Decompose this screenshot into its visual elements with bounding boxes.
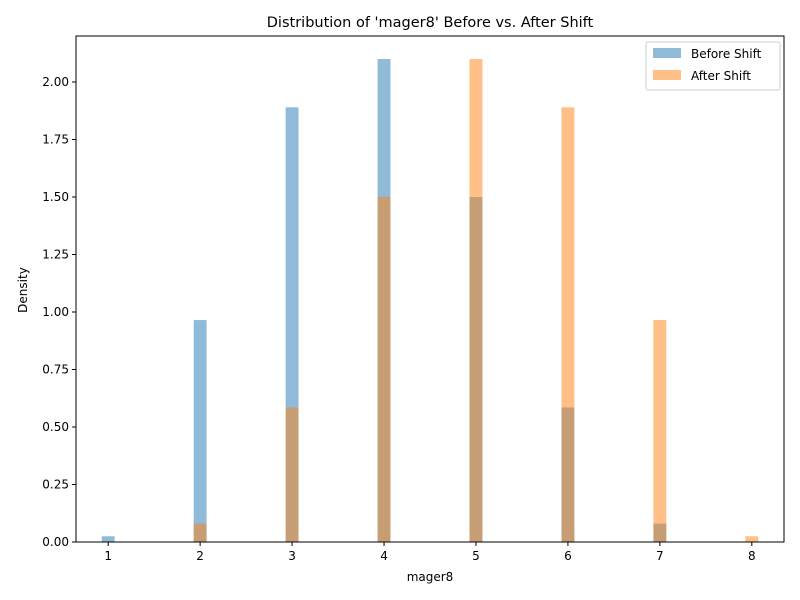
- y-tick-label: 1.25: [42, 248, 69, 262]
- legend-swatch-before-shift: [653, 48, 681, 58]
- x-axis-label: mager8: [407, 570, 454, 584]
- x-tick-label: 5: [472, 549, 480, 563]
- y-tick-label: 0.25: [42, 478, 69, 492]
- x-tick-label: 1: [104, 549, 112, 563]
- axes-frame: [75, 35, 785, 543]
- y-tick-label: 0.00: [42, 535, 69, 549]
- x-axis-ticks: 1 2 3 4 5 6 7 8: [104, 542, 756, 563]
- x-tick-label: 6: [564, 549, 572, 563]
- bar-after-shift-8: [745, 536, 759, 542]
- y-axis-ticks: 0.00 0.25 0.50 0.75 1.00 1.25 1.50 1.75 2.00: [42, 75, 76, 549]
- bar-after-shift-3: [285, 407, 299, 542]
- y-tick-label: 0.50: [42, 420, 69, 434]
- y-tick-label: 1.50: [42, 190, 69, 204]
- y-tick-label: 0.75: [42, 363, 69, 377]
- legend-label-before-shift: Before Shift: [691, 47, 762, 61]
- legend-label-after-shift: After Shift: [691, 69, 751, 83]
- x-tick-label: 7: [656, 549, 664, 563]
- plot-area: 1 2 3 4 5 6 7 8 0.00 0.25 0.50 0.75 1.00 1.25 1.50 1.7…: [42, 35, 785, 563]
- x-tick-label: 2: [196, 549, 204, 563]
- y-tick-label: 1.00: [42, 305, 69, 319]
- y-axis-label: Density: [16, 267, 30, 313]
- y-tick-label: 1.75: [42, 133, 69, 147]
- bar-after-shift-5: [469, 59, 483, 542]
- bar-after-shift-7: [653, 320, 667, 542]
- x-tick-label: 4: [380, 549, 388, 563]
- legend-swatch-after-shift: [653, 70, 681, 80]
- x-tick-label: 3: [288, 549, 296, 563]
- bars-after-shift: [193, 59, 759, 543]
- bar-before-shift-2: [193, 320, 207, 542]
- bar-after-shift-4: [377, 197, 391, 542]
- chart-title: Distribution of 'mager8' Before vs. Afte…: [267, 15, 594, 31]
- y-tick-label: 2.00: [42, 75, 69, 89]
- x-tick-label: 8: [748, 549, 756, 563]
- bar-after-shift-2: [193, 523, 207, 542]
- bar-after-shift-6: [561, 107, 575, 543]
- legend: Before Shift After Shift: [645, 41, 781, 91]
- bar-before-shift-1: [101, 536, 115, 542]
